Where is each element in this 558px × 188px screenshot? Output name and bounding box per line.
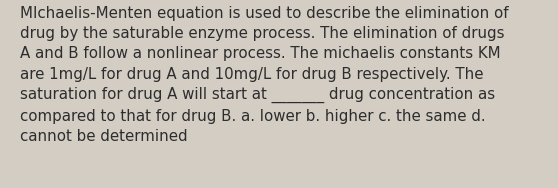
Text: MIchaelis-Menten equation is used to describe the elimination of
drug by the sat: MIchaelis-Menten equation is used to des… <box>20 6 508 144</box>
